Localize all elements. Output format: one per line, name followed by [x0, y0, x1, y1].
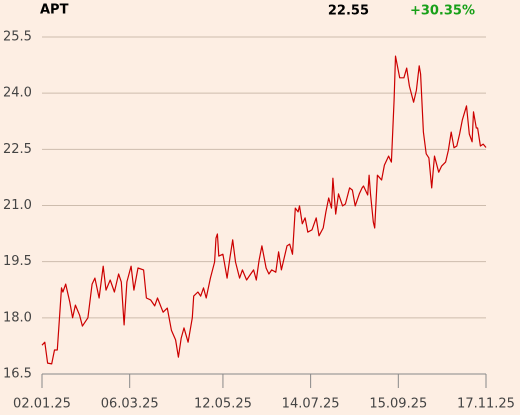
x-tick-label: 06.03.25 — [101, 397, 159, 412]
y-tick-label: 16.5 — [3, 367, 32, 382]
x-tick-label: 15.09.25 — [369, 397, 427, 412]
x-tick-label: 12.05.25 — [194, 397, 252, 412]
x-tick-label: 02.01.25 — [13, 397, 71, 412]
y-tick-label: 21.0 — [3, 198, 32, 213]
y-tick-label: 22.5 — [3, 142, 32, 157]
y-tick-label: 25.5 — [3, 30, 32, 45]
chart-title: APT — [40, 3, 69, 18]
y-tick-label: 19.5 — [3, 254, 32, 269]
y-tick-label: 18.0 — [3, 310, 32, 325]
x-tick-label: 14.07.25 — [282, 397, 340, 412]
price-line — [41, 55, 487, 365]
x-tick-label: 17.11.25 — [457, 397, 515, 412]
y-tick-label: 24.0 — [3, 86, 32, 101]
last-price: 22.55 — [328, 4, 369, 19]
price-change: +30.35% — [410, 4, 475, 19]
